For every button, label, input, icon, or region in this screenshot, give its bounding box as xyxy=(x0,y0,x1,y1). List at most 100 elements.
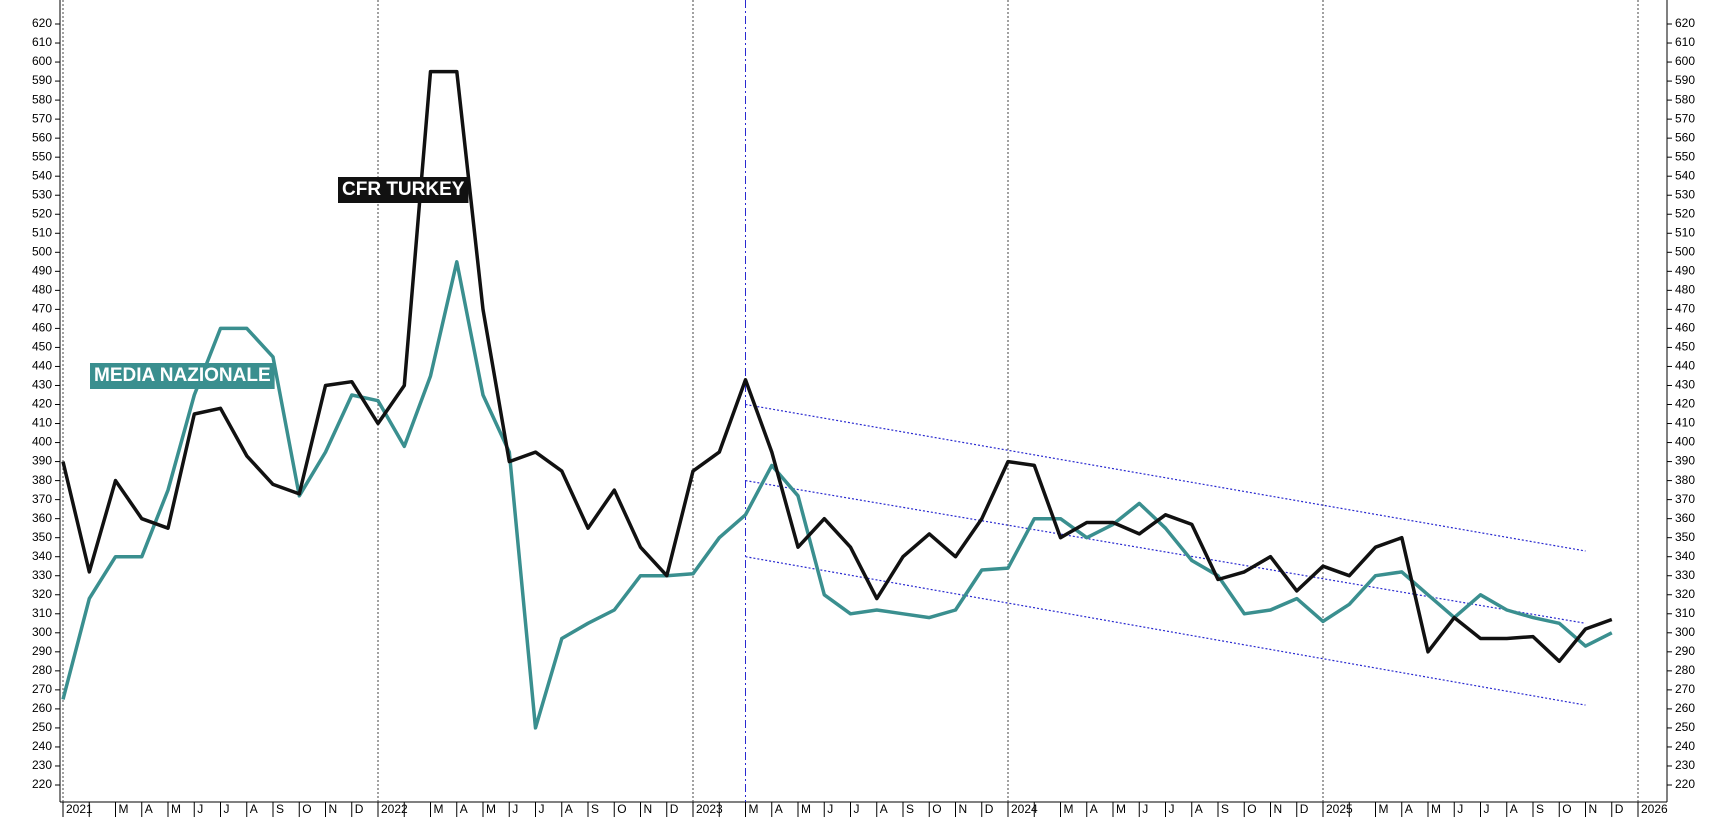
y-tick-label: 580 xyxy=(32,92,52,106)
series-line xyxy=(61,260,1613,730)
x-tick-label: J xyxy=(1142,802,1148,816)
y-tick-label: 460 xyxy=(1675,321,1695,335)
x-tick-label: S xyxy=(591,802,599,816)
y-tick-label: 470 xyxy=(1675,302,1695,316)
y-tick-label: 440 xyxy=(1675,359,1695,373)
y-tick-label: 400 xyxy=(1675,435,1695,449)
x-tick-label: J xyxy=(854,802,860,816)
y-tick-label: 230 xyxy=(1675,758,1695,772)
x-tick-label: A xyxy=(460,802,468,816)
x-tick-label: J xyxy=(512,802,518,816)
x-tick-label: N xyxy=(959,802,968,816)
y-tick-label: 520 xyxy=(1675,206,1695,220)
series-line xyxy=(61,69,1613,664)
y-tick-label: 320 xyxy=(32,587,52,601)
y-tick-label: 590 xyxy=(32,73,52,87)
x-tick-label: A xyxy=(565,802,573,816)
y-tick-label: 490 xyxy=(1675,263,1695,277)
y-tick-label: 340 xyxy=(1675,549,1695,563)
y-tick-label: 390 xyxy=(1675,454,1695,468)
x-tick-label: J xyxy=(224,802,230,816)
y-tick-label: 480 xyxy=(32,283,52,297)
y-tick-label: 610 xyxy=(1675,35,1695,49)
y-tick-label: 400 xyxy=(32,435,52,449)
y-tick-label: 500 xyxy=(1675,244,1695,258)
y-tick-label: 480 xyxy=(1675,283,1695,297)
x-tick-label: A xyxy=(145,802,153,816)
y-tick-label: 300 xyxy=(1675,625,1695,639)
y-tick-label: 560 xyxy=(1675,130,1695,144)
x-tick-label: 2026 xyxy=(1641,802,1668,816)
series-label-text: MEDIA NAZIONALE xyxy=(94,365,271,386)
y-tick-label: 250 xyxy=(1675,720,1695,734)
x-tick-label: M xyxy=(434,802,444,816)
x-tick-label: J xyxy=(539,802,545,816)
x-tick-label: O xyxy=(1247,802,1256,816)
y-tick-label: 440 xyxy=(32,359,52,373)
series-label-text: CFR TURKEY xyxy=(342,179,465,200)
x-tick-label: D xyxy=(1615,802,1624,816)
y-tick-label: 360 xyxy=(1675,511,1695,525)
x-tick-label: J xyxy=(197,802,203,816)
y-tick-label: 510 xyxy=(32,225,52,239)
y-tick-label: 450 xyxy=(32,340,52,354)
y-tick-label: 290 xyxy=(32,644,52,658)
y-tick-label: 240 xyxy=(1675,739,1695,753)
x-tick-label: D xyxy=(1300,802,1309,816)
y-tick-label: 390 xyxy=(32,454,52,468)
x-tick-label: M xyxy=(1064,802,1074,816)
y-tick-label: 410 xyxy=(32,416,52,430)
y-tick-label: 270 xyxy=(1675,682,1695,696)
y-tick-label: 600 xyxy=(1675,54,1695,68)
y-tick-label: 360 xyxy=(32,511,52,525)
y-tick-label: 580 xyxy=(1675,92,1695,106)
x-tick-label: M xyxy=(171,802,181,816)
x-tick-label: O xyxy=(932,802,941,816)
y-tick-label: 500 xyxy=(32,244,52,258)
y-tick-label: 290 xyxy=(1675,644,1695,658)
x-tick-label: M xyxy=(801,802,811,816)
y-tick-label: 620 xyxy=(32,16,52,30)
y-tick-label: 420 xyxy=(32,397,52,411)
series-label-box xyxy=(90,363,275,389)
x-tick-label: A xyxy=(1090,802,1098,816)
x-tick-label: 2024 xyxy=(1011,802,1038,816)
y-tick-label: 460 xyxy=(32,321,52,335)
x-tick-label: N xyxy=(1589,802,1598,816)
x-tick-label: O xyxy=(617,802,626,816)
y-tick-label: 430 xyxy=(32,378,52,392)
y-tick-label: 350 xyxy=(32,530,52,544)
y-tick-label: 370 xyxy=(1675,492,1695,506)
x-tick-label: D xyxy=(355,802,364,816)
y-tick-label: 410 xyxy=(1675,416,1695,430)
y-tick-label: 430 xyxy=(1675,378,1695,392)
y-tick-label: 620 xyxy=(1675,16,1695,30)
series-label: CFR TURKEY xyxy=(338,177,469,203)
y-tick-label: 610 xyxy=(32,35,52,49)
y-tick-label: 370 xyxy=(32,492,52,506)
series-label-box xyxy=(338,177,469,203)
y-tick-label: 520 xyxy=(32,206,52,220)
x-tick-label: S xyxy=(1221,802,1229,816)
y-tick-label: 240 xyxy=(32,739,52,753)
y-tick-label: 330 xyxy=(32,568,52,582)
y-tick-label: 260 xyxy=(1675,701,1695,715)
y-tick-label: 570 xyxy=(32,111,52,125)
x-tick-label: M xyxy=(749,802,759,816)
x-tick-label: A xyxy=(250,802,258,816)
x-tick-label: S xyxy=(1536,802,1544,816)
y-tick-label: 540 xyxy=(32,168,52,182)
x-tick-label: N xyxy=(1274,802,1283,816)
x-tick-label: A xyxy=(1510,802,1518,816)
y-tick-label: 300 xyxy=(32,625,52,639)
x-tick-label: A xyxy=(1195,802,1203,816)
y-tick-label: 380 xyxy=(1675,473,1695,487)
y-tick-label: 490 xyxy=(32,263,52,277)
x-tick-label: M xyxy=(1379,802,1389,816)
y-tick-label: 310 xyxy=(32,606,52,620)
x-tick-label: S xyxy=(906,802,914,816)
y-tick-label: 320 xyxy=(1675,587,1695,601)
y-tick-label: 470 xyxy=(32,302,52,316)
